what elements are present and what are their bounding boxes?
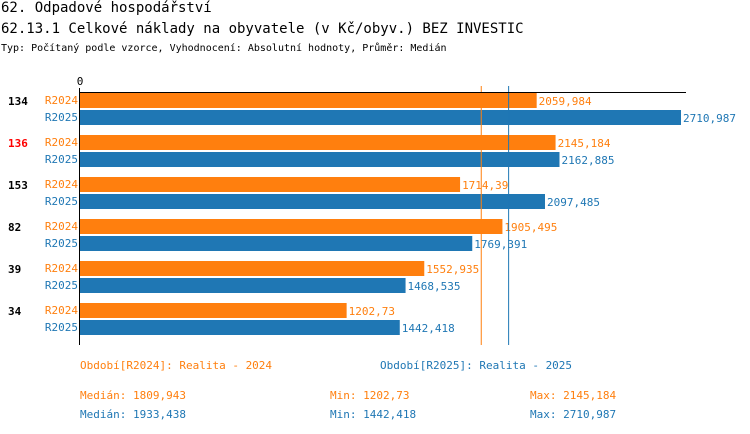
bar-r2024 <box>80 219 503 234</box>
bar-r2025 <box>80 278 406 293</box>
data-label: 1769,391 <box>474 238 527 251</box>
stat-min-r2025: Min: 1442,418 <box>330 408 417 421</box>
chart-title: 62.13.1 Celkové náklady na obyvatele (v … <box>1 21 524 37</box>
bar-r2025 <box>80 320 400 335</box>
series-label: R2024 <box>45 136 78 149</box>
data-label: 1552,935 <box>426 263 479 276</box>
stat-max-r2025: Max: 2710,987 <box>530 408 617 421</box>
stat-max-r2024: Max: 2145,184 <box>530 389 617 402</box>
data-label: 1442,418 <box>402 322 455 335</box>
data-label: 2162,885 <box>561 154 614 167</box>
stat-median-r2025: Medián: 1933,438 <box>80 408 186 421</box>
bar-r2024 <box>80 93 537 108</box>
data-label: 1202,73 <box>349 305 395 318</box>
legend-r2024: Období[R2024]: Realita - 2024 <box>80 359 273 372</box>
data-label: 2145,184 <box>558 137 611 150</box>
series-label: R2024 <box>45 304 78 317</box>
data-label: 2097,485 <box>547 196 600 209</box>
category-label: 34 <box>8 305 22 318</box>
page-title: 62. Odpadové hospodářství <box>1 0 212 16</box>
bar-r2025 <box>80 236 473 251</box>
series-label: R2025 <box>45 195 78 208</box>
series-label: R2025 <box>45 237 78 250</box>
stat-min-r2024: Min: 1202,73 <box>330 389 410 402</box>
stat-median-r2024: Medián: 1809,943 <box>80 389 186 402</box>
series-label: R2024 <box>45 178 78 191</box>
bar-r2025 <box>80 110 681 125</box>
bar-r2024 <box>80 135 556 150</box>
data-label: 1905,495 <box>504 221 557 234</box>
data-label: 2710,987 <box>683 112 736 125</box>
bar-r2025 <box>80 194 545 209</box>
x-tick-label: 0 <box>77 75 84 88</box>
bar-r2024 <box>80 303 347 318</box>
chart-info: Typ: Počítaný podle vzorce, Vyhodnocení:… <box>1 43 447 54</box>
data-label: 2059,984 <box>539 95 592 108</box>
bar-r2024 <box>80 261 425 276</box>
bar-r2024 <box>80 177 461 192</box>
series-label: R2025 <box>45 153 78 166</box>
series-label: R2025 <box>45 279 78 292</box>
series-label: R2024 <box>45 94 78 107</box>
category-label: 136 <box>8 137 28 150</box>
bar-r2025 <box>80 152 560 167</box>
data-label: 1714,39 <box>462 179 508 192</box>
series-label: R2024 <box>45 262 78 275</box>
category-label: 153 <box>8 179 28 192</box>
category-label: 39 <box>8 263 21 276</box>
data-label: 1468,535 <box>408 280 461 293</box>
category-label: 82 <box>8 221 21 234</box>
category-label: 134 <box>8 95 28 108</box>
legend-r2025: Období[R2025]: Realita - 2025 <box>380 359 573 372</box>
series-label: R2025 <box>45 111 78 124</box>
series-label: R2024 <box>45 220 78 233</box>
series-label: R2025 <box>45 321 78 334</box>
